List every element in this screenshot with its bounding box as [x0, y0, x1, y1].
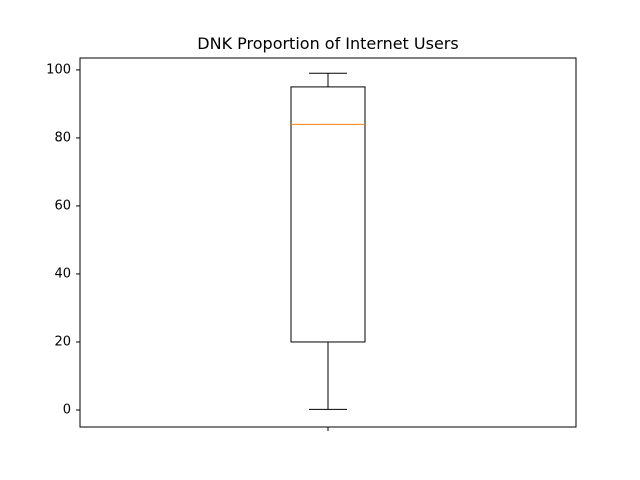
y-tick-label: 20 — [54, 334, 71, 349]
box — [290, 72, 366, 410]
y-tick-label: 60 — [54, 198, 71, 213]
y-axis: 0 20 40 60 80 100 — [46, 62, 80, 417]
y-tick-label: 0 — [63, 402, 71, 417]
y-tick-label: 80 — [54, 130, 71, 145]
plot-frame — [79, 57, 577, 428]
y-tick-label: 100 — [46, 62, 71, 77]
box-series — [290, 72, 366, 410]
chart-title: DNK Proportion of Internet Users — [197, 34, 458, 53]
y-tick-label: 40 — [54, 266, 71, 281]
box-iqr — [290, 86, 366, 343]
